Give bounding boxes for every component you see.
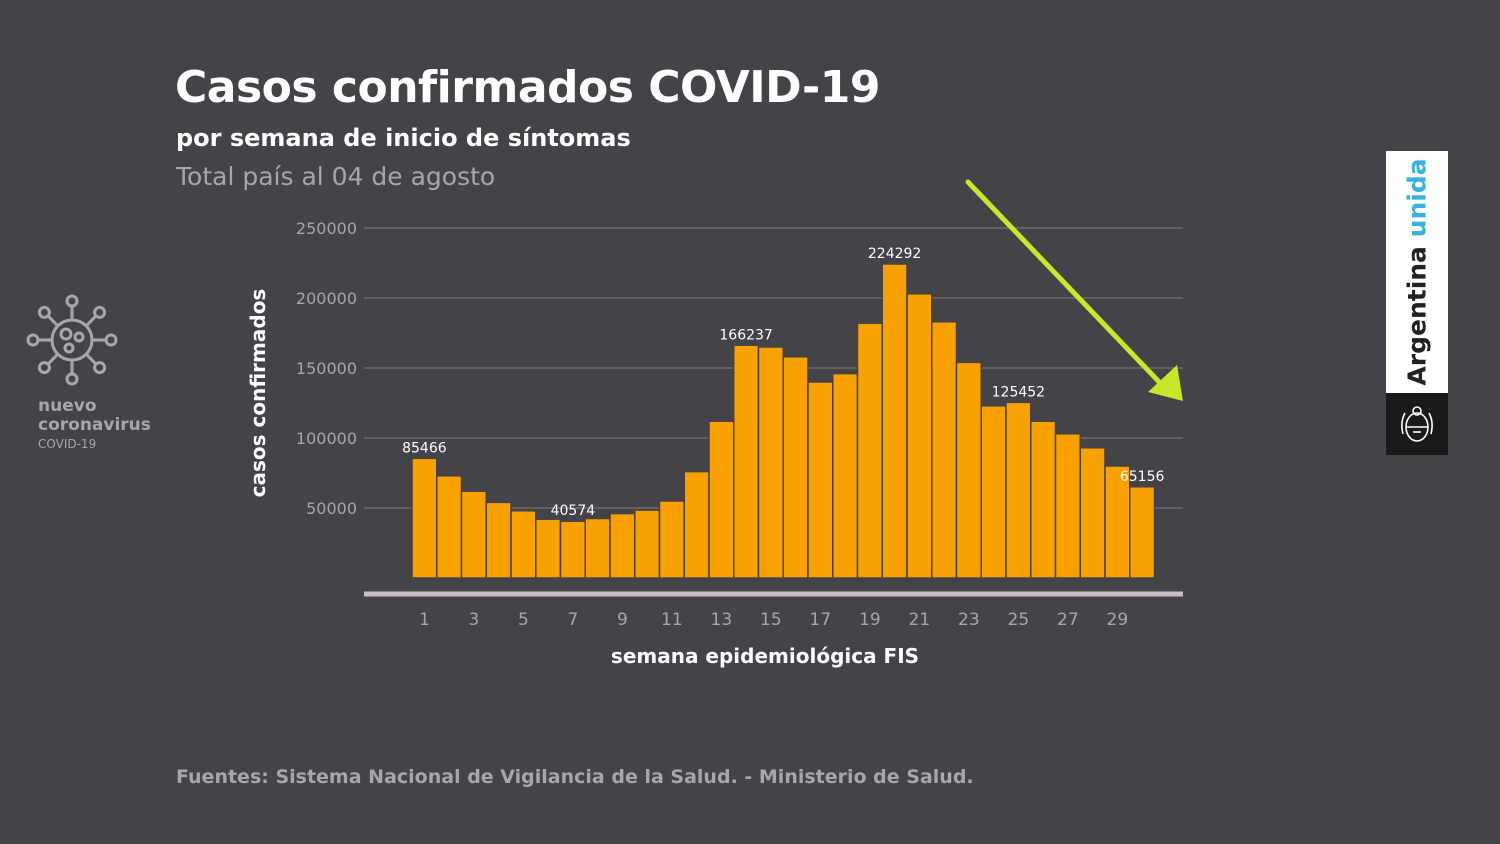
y-tick-label: 100000 bbox=[296, 429, 357, 448]
virus-icon bbox=[26, 294, 118, 386]
trend-arrow-head-icon bbox=[1148, 365, 1183, 401]
bar-week-21 bbox=[906, 293, 933, 579]
bar-week-25 bbox=[1005, 401, 1032, 579]
bar-week-9 bbox=[609, 512, 636, 579]
bar-week-28 bbox=[1079, 447, 1106, 579]
trend-arrow-line bbox=[965, 179, 1167, 390]
data-label: 125452 bbox=[992, 384, 1045, 400]
bar-week-27 bbox=[1054, 433, 1081, 579]
y-axis-title: casos confirmados bbox=[246, 289, 270, 498]
bar-week-22 bbox=[931, 321, 958, 579]
bar-week-24 bbox=[980, 405, 1007, 579]
brand-panel bbox=[1386, 151, 1448, 393]
bar-week-30 bbox=[1129, 486, 1156, 579]
logo-line-2: coronavirus bbox=[38, 415, 151, 435]
page-subtitle: por semana de inicio de síntomas bbox=[176, 124, 631, 152]
x-tick-label: 19 bbox=[859, 610, 881, 630]
coronavirus-logo: nuevo coronavirus COVID-19 bbox=[22, 290, 162, 460]
bar-week-13 bbox=[708, 420, 735, 579]
bar-week-17 bbox=[807, 381, 834, 579]
argentina-unida-brand: Argentina unida bbox=[1386, 151, 1448, 455]
x-tick-label: 1 bbox=[419, 610, 430, 630]
logo-line-1: nuevo bbox=[38, 396, 97, 416]
bar-week-7 bbox=[559, 520, 586, 579]
bar-week-18 bbox=[832, 372, 859, 579]
bar-week-29 bbox=[1104, 465, 1131, 579]
bar-week-20 bbox=[881, 263, 908, 579]
brand-seal-panel bbox=[1386, 393, 1448, 455]
x-tick-label: 21 bbox=[909, 610, 931, 630]
x-tick-label: 7 bbox=[567, 610, 578, 630]
x-tick-label: 9 bbox=[617, 610, 628, 630]
x-axis-title: semana epidemiológica FIS bbox=[611, 644, 919, 668]
logo-line-3: COVID-19 bbox=[38, 437, 97, 451]
page-title: Casos confirmados COVID-19 bbox=[175, 62, 881, 113]
y-tick-label: 250000 bbox=[296, 219, 357, 238]
page-date-subtitle: Total país al 04 de agosto bbox=[176, 162, 496, 191]
x-tick-label: 3 bbox=[468, 610, 479, 630]
data-label: 85466 bbox=[402, 440, 447, 456]
bar-week-6 bbox=[535, 518, 562, 579]
x-tick-label: 11 bbox=[661, 610, 683, 630]
bar-week-15 bbox=[757, 346, 784, 579]
bar-week-8 bbox=[584, 517, 611, 579]
data-label: 65156 bbox=[1120, 469, 1165, 485]
y-tick-label: 150000 bbox=[296, 359, 357, 378]
bar-week-11 bbox=[658, 500, 685, 579]
bar-week-5 bbox=[510, 510, 537, 579]
data-label: 166237 bbox=[719, 327, 772, 343]
x-tick-label: 23 bbox=[958, 610, 980, 630]
bar-week-14 bbox=[733, 344, 760, 579]
data-label: 224292 bbox=[868, 246, 921, 262]
x-tick-label: 27 bbox=[1057, 610, 1079, 630]
bar-week-26 bbox=[1030, 420, 1057, 579]
bar-week-2 bbox=[436, 475, 463, 579]
bar-week-4 bbox=[485, 501, 512, 579]
data-label: 40574 bbox=[551, 503, 596, 519]
source-note: Fuentes: Sistema Nacional de Vigilancia … bbox=[176, 766, 974, 788]
bar-week-19 bbox=[856, 322, 883, 579]
bar-week-10 bbox=[634, 509, 661, 579]
bar-week-16 bbox=[782, 356, 809, 579]
x-tick-label: 17 bbox=[810, 610, 832, 630]
bar-week-23 bbox=[955, 361, 982, 579]
national-seal-icon bbox=[1401, 406, 1433, 442]
x-tick-label: 5 bbox=[518, 610, 529, 630]
bar-week-3 bbox=[460, 490, 487, 579]
y-tick-label: 50000 bbox=[306, 499, 357, 518]
x-tick-label: 15 bbox=[760, 610, 782, 630]
bar-week-12 bbox=[683, 470, 710, 579]
bar-week-1 bbox=[411, 457, 438, 579]
y-tick-label: 200000 bbox=[296, 289, 357, 308]
x-tick-label: 25 bbox=[1008, 610, 1030, 630]
x-tick-label: 29 bbox=[1107, 610, 1129, 630]
x-tick-label: 13 bbox=[711, 610, 733, 630]
